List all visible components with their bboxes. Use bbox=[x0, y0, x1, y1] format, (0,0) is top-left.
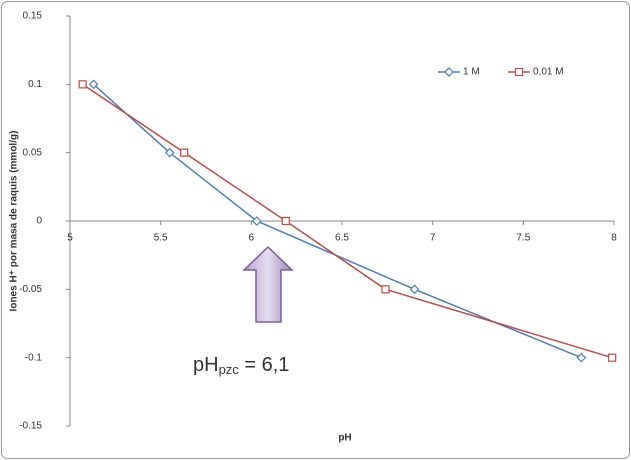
marker bbox=[444, 67, 454, 77]
legend-label: 1 M bbox=[463, 67, 480, 78]
marker bbox=[251, 216, 262, 226]
y-tick-label: 0.1 bbox=[28, 79, 42, 90]
annotation: pHpzc = 6,1 bbox=[193, 354, 289, 377]
x-tick-label: 5 bbox=[67, 233, 73, 244]
marker bbox=[608, 353, 617, 362]
marker bbox=[88, 79, 99, 90]
annotation-sub: pzc bbox=[219, 362, 240, 377]
y-tick-label: 0 bbox=[36, 216, 42, 227]
y-tick-label: -0.15 bbox=[19, 421, 42, 432]
marker bbox=[164, 147, 175, 158]
legend-label: 0,01 M bbox=[533, 67, 564, 78]
x-tick-label: 8 bbox=[611, 233, 617, 244]
y-tick-label: 0.05 bbox=[23, 147, 43, 158]
arrow bbox=[242, 245, 294, 323]
marker bbox=[514, 67, 524, 77]
marker bbox=[180, 148, 189, 157]
x-axis-label: pH bbox=[338, 433, 351, 444]
x-tick-label: 5.5 bbox=[154, 233, 168, 244]
y-axis-label: Iones H⁺ por masa de raquis (mmol/g) bbox=[9, 131, 20, 312]
marker bbox=[78, 80, 87, 89]
x-tick-label: 7.5 bbox=[516, 233, 530, 244]
x-tick-label: 7 bbox=[430, 233, 436, 244]
y-tick-label: -0.1 bbox=[25, 352, 43, 363]
marker bbox=[381, 285, 390, 294]
marker bbox=[409, 284, 420, 295]
marker bbox=[281, 216, 290, 226]
x-tick-label: 6.5 bbox=[335, 233, 349, 244]
y-tick-label: 0.15 bbox=[23, 11, 43, 22]
annotation-main: pH bbox=[193, 354, 219, 376]
marker bbox=[576, 352, 587, 363]
y-tick-label: -0.05 bbox=[19, 284, 42, 295]
x-tick-label: 6 bbox=[249, 233, 255, 244]
annotation-rest: = 6,1 bbox=[239, 354, 290, 376]
